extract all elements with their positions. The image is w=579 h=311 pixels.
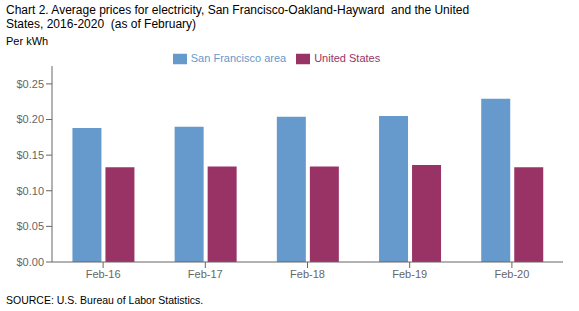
svg-text:Feb-20: Feb-20: [494, 268, 529, 280]
svg-text:$0.20: $0.20: [16, 113, 44, 125]
html-text:San Francisco area: San Francisco area: [190, 52, 287, 64]
svg-text:$0.25: $0.25: [16, 78, 44, 90]
html-text:SOURCE: U.S. Bureau of Labor S: SOURCE: U.S. Bureau of Labor Statistics.: [6, 294, 204, 306]
svg-text:$0.05: $0.05: [16, 220, 44, 232]
html-text:States, 2016-2020 (as of Febru: States, 2016-2020 (as of February): [6, 17, 197, 31]
svg-text:Feb-18: Feb-18: [290, 268, 325, 280]
svg-text:$0.00: $0.00: [16, 256, 44, 268]
html-text:Chart 2. Average prices for el: Chart 2. Average prices for electricity,…: [6, 3, 470, 17]
svg-text:$0.15: $0.15: [16, 149, 44, 161]
html-text:United States: United States: [314, 52, 381, 64]
svg-text:$0.10: $0.10: [16, 185, 44, 197]
svg-text:Feb-19: Feb-19: [392, 268, 427, 280]
svg-text:Feb-17: Feb-17: [188, 268, 223, 280]
svg-text:Feb-16: Feb-16: [86, 268, 121, 280]
html-text:Per kWh: Per kWh: [6, 35, 49, 47]
